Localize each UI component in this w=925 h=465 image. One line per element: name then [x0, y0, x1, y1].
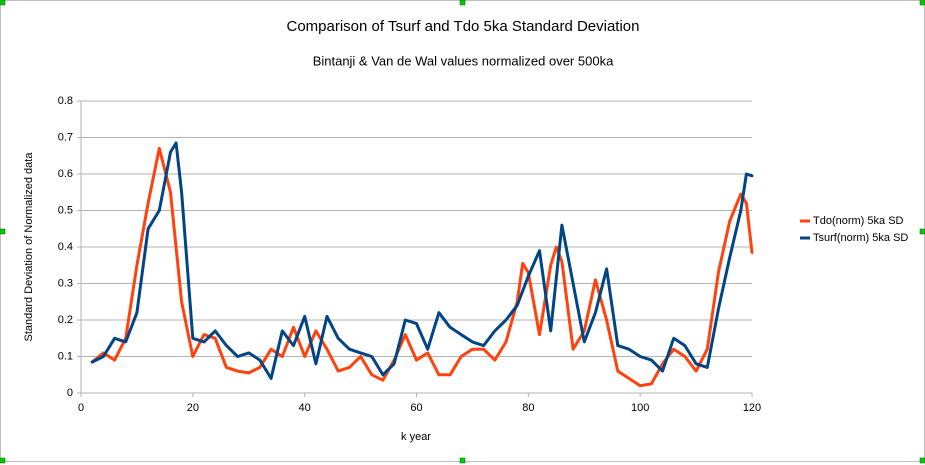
- chart-title: Comparison of Tsurf and Tdo 5ka Standard…: [287, 18, 640, 35]
- y-tick-label: 0.1: [58, 350, 73, 362]
- x-tick-label: 60: [410, 402, 422, 414]
- x-tick-label: 40: [299, 402, 311, 414]
- series-line: [90, 141, 754, 380]
- y-tick-label: 0.5: [58, 204, 73, 216]
- y-tick-label: 0: [67, 387, 73, 399]
- x-tick-label: 80: [522, 402, 534, 414]
- y-tick-label: 0.4: [58, 241, 73, 253]
- x-tick-label: 100: [631, 402, 649, 414]
- x-axis-label: k year: [401, 431, 431, 443]
- legend-label: Tsurf(norm) 5ka SD: [813, 232, 908, 244]
- chart-subtitle: Bintanji & Van de Wal values normalized …: [313, 53, 614, 68]
- x-tick-label: 20: [187, 402, 199, 414]
- series-line: [90, 146, 754, 388]
- y-tick-label: 0.6: [58, 168, 73, 180]
- y-axis-label: Standard Deviation of Normalized data: [23, 152, 35, 342]
- y-tick-label: 0.3: [58, 277, 73, 289]
- x-tick-label: 0: [78, 402, 84, 414]
- x-tick-label: 120: [743, 402, 761, 414]
- y-tick-label: 0.7: [58, 131, 73, 143]
- y-tick-label: 0.2: [58, 314, 73, 326]
- y-tick-label: 0.8: [58, 95, 73, 107]
- legend-label: Tdo(norm) 5ka SD: [813, 215, 904, 227]
